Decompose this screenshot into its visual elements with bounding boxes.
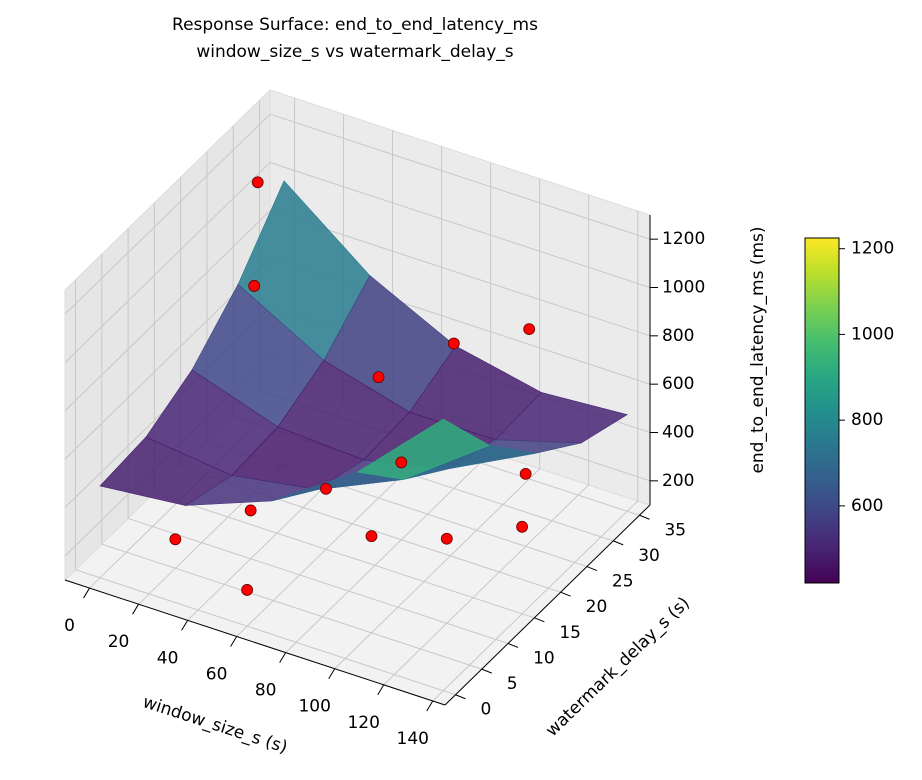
grid-line — [64, 162, 271, 363]
grid-line — [334, 468, 541, 670]
surface-patch — [356, 418, 490, 480]
y-tick — [560, 591, 571, 597]
grid-line — [269, 210, 651, 337]
data-point — [241, 584, 254, 596]
y-tick — [586, 566, 598, 572]
grid-line — [154, 492, 535, 619]
grid-line — [101, 543, 482, 670]
z-tick-label: 600 — [662, 374, 694, 394]
x-tick — [377, 684, 385, 696]
grid-line — [64, 113, 271, 315]
y-tick — [507, 642, 519, 648]
axis-line — [444, 504, 651, 706]
y-tick-label: 20 — [586, 597, 608, 617]
y-tick-label: 10 — [533, 648, 555, 668]
colorbar — [804, 237, 840, 584]
grid-line — [383, 484, 590, 686]
z-tick-label: 1200 — [662, 229, 705, 249]
x-tick-label: 0 — [64, 616, 75, 636]
y-tick-label: 0 — [481, 700, 492, 720]
data-point — [395, 456, 408, 469]
x-tick-label: 80 — [255, 681, 277, 701]
x-tick — [181, 620, 189, 631]
y-tick-label: 15 — [559, 623, 581, 643]
y-tick — [534, 617, 545, 623]
axis-line — [64, 579, 446, 706]
x-tick — [328, 668, 336, 679]
colorbar-tick-label: 1200 — [851, 239, 894, 259]
data-point — [244, 504, 257, 517]
y-tick — [481, 668, 492, 674]
grid-line — [432, 500, 639, 702]
grid-line — [269, 113, 651, 240]
data-point — [169, 533, 182, 546]
z-axis-label: end_to_end_latency_ms (ms) — [748, 226, 768, 473]
data-point — [372, 371, 385, 384]
colorbar-tick-label: 800 — [851, 410, 883, 430]
y-tick-label: 35 — [664, 520, 686, 540]
x-tick-label: 40 — [157, 648, 179, 668]
x-tick — [132, 603, 139, 615]
x-tick-label: 140 — [397, 729, 429, 749]
x-tick-label: 20 — [108, 632, 130, 652]
x-tick — [230, 636, 238, 647]
data-point — [523, 323, 536, 336]
colorbar-tick-label: 600 — [851, 496, 883, 516]
x-tick — [426, 700, 434, 712]
chart-title: Response Surface: end_to_end_latency_ms — [172, 15, 538, 35]
z-tick-label: 200 — [662, 471, 694, 491]
grid-line — [285, 452, 491, 653]
y-tick — [613, 540, 624, 546]
y-tick-label: 30 — [638, 546, 660, 566]
x-tick — [83, 587, 90, 599]
data-point — [516, 520, 529, 533]
y-tick — [455, 694, 466, 700]
grid-line — [127, 517, 509, 644]
x-tick-label: 120 — [347, 713, 379, 733]
y-axis-label: watermark_delay_s (s) — [542, 593, 694, 741]
z-tick-label: 800 — [662, 326, 694, 346]
x-axis-label: window_size_s (s) — [140, 692, 290, 758]
grid-line — [64, 210, 271, 412]
y-tick — [639, 514, 650, 520]
z-tick-label: 1000 — [662, 278, 705, 298]
x-tick — [279, 652, 287, 663]
z-tick-label: 400 — [662, 423, 694, 443]
data-point — [440, 532, 453, 545]
data-point — [320, 482, 332, 495]
data-point — [447, 337, 460, 350]
colorbar-tick-label: 1000 — [851, 324, 894, 344]
data-point — [248, 280, 261, 292]
data-point — [519, 467, 532, 480]
grid-line — [269, 162, 651, 288]
chart-subtitle: window_size_s vs watermark_delay_s — [196, 42, 513, 62]
x-tick-label: 60 — [206, 664, 228, 684]
data-point — [365, 530, 378, 543]
data-point — [251, 176, 264, 189]
y-tick-label: 25 — [612, 572, 634, 592]
grid-line — [75, 569, 456, 696]
y-tick-label: 5 — [507, 674, 518, 694]
x-tick-label: 100 — [298, 697, 330, 717]
